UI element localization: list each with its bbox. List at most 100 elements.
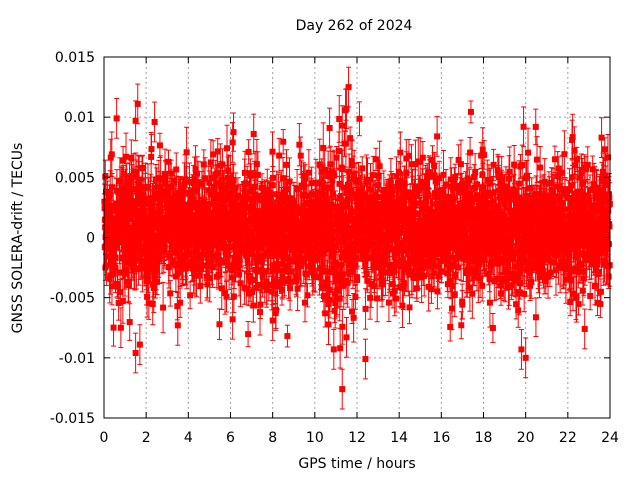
square-marker — [148, 146, 155, 153]
square-marker — [128, 175, 135, 182]
square-marker — [169, 257, 176, 264]
square-marker — [174, 217, 181, 224]
square-marker — [175, 269, 182, 276]
square-marker — [149, 300, 156, 307]
square-marker — [187, 292, 194, 299]
square-marker — [140, 193, 147, 200]
square-marker — [166, 184, 173, 191]
data-point — [187, 281, 194, 310]
square-marker — [145, 300, 152, 307]
square-marker — [102, 173, 109, 180]
square-marker — [117, 289, 124, 296]
square-marker — [173, 166, 180, 173]
square-marker — [114, 283, 121, 290]
data-point — [269, 131, 276, 173]
square-marker — [149, 199, 156, 206]
square-marker — [166, 229, 173, 236]
data-point — [165, 149, 172, 174]
square-marker — [223, 293, 230, 300]
square-marker — [193, 170, 200, 177]
square-marker — [191, 174, 198, 181]
square-marker — [117, 223, 124, 230]
square-marker — [230, 293, 237, 300]
square-marker — [103, 253, 110, 260]
data-series — [101, 66, 613, 410]
square-marker — [109, 184, 116, 191]
square-marker — [253, 161, 260, 168]
square-marker — [120, 157, 127, 164]
square-marker — [130, 201, 137, 208]
square-marker — [171, 225, 178, 232]
square-marker — [101, 244, 108, 251]
square-marker — [126, 234, 133, 241]
square-marker — [108, 151, 115, 158]
square-marker — [254, 171, 261, 178]
square-marker — [224, 145, 231, 152]
square-marker — [183, 262, 190, 269]
square-marker — [128, 154, 135, 161]
square-marker — [180, 255, 187, 262]
square-marker — [162, 181, 169, 188]
square-marker — [171, 177, 178, 184]
square-marker — [113, 187, 120, 194]
square-marker — [181, 181, 188, 188]
square-marker — [150, 195, 157, 202]
square-marker — [165, 158, 172, 165]
square-marker — [142, 201, 149, 208]
square-marker — [165, 264, 172, 271]
square-marker — [186, 241, 193, 248]
square-marker — [107, 154, 114, 161]
data-point — [216, 308, 223, 341]
square-marker — [181, 207, 188, 214]
square-marker — [175, 249, 182, 256]
square-marker — [153, 278, 160, 285]
data-point — [245, 321, 252, 348]
square-marker — [120, 186, 127, 193]
data-point — [108, 131, 115, 178]
square-marker — [269, 148, 276, 155]
square-marker — [168, 170, 175, 177]
square-marker — [110, 203, 117, 210]
square-marker — [218, 259, 225, 266]
square-marker — [179, 221, 186, 228]
square-marker — [150, 284, 157, 291]
square-marker — [167, 290, 174, 297]
square-marker — [200, 161, 207, 168]
data-point — [110, 308, 117, 347]
square-marker — [183, 149, 190, 156]
square-marker — [156, 256, 163, 263]
square-marker — [167, 252, 174, 259]
square-marker — [169, 196, 176, 203]
data-point — [139, 154, 146, 182]
square-marker — [133, 207, 140, 214]
square-marker — [119, 239, 126, 246]
data-point — [148, 133, 155, 165]
square-marker — [153, 259, 160, 266]
square-marker — [214, 148, 221, 155]
square-marker — [216, 321, 223, 328]
square-marker — [270, 174, 277, 181]
square-marker — [107, 188, 114, 195]
square-marker — [103, 188, 110, 195]
square-marker — [138, 247, 145, 254]
data-point — [160, 281, 167, 334]
square-marker — [117, 269, 124, 276]
data-point — [126, 303, 133, 341]
square-marker — [182, 238, 189, 245]
square-marker — [134, 237, 141, 244]
square-marker — [144, 293, 151, 300]
square-marker — [119, 298, 126, 305]
square-marker — [153, 184, 160, 191]
square-marker — [121, 270, 128, 277]
square-marker — [116, 177, 123, 184]
data-point — [167, 280, 174, 307]
square-marker — [123, 153, 130, 160]
square-marker — [145, 275, 152, 282]
square-marker — [126, 319, 133, 326]
square-marker — [185, 250, 192, 257]
square-marker — [160, 304, 167, 311]
square-marker — [181, 252, 188, 259]
data-point — [177, 287, 184, 318]
square-marker — [196, 272, 203, 279]
square-marker — [125, 282, 132, 289]
